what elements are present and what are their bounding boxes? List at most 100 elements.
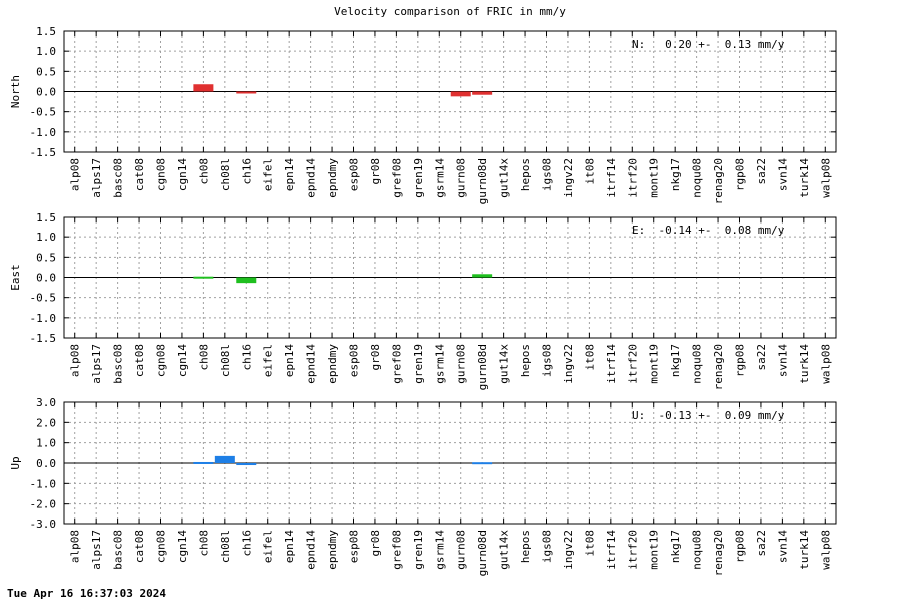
bar-ch08 bbox=[193, 461, 214, 464]
bar-gurn08d bbox=[472, 462, 493, 465]
x-tick-label: esp08 bbox=[348, 344, 361, 377]
x-tick-label: rgp08 bbox=[734, 344, 747, 377]
y-tick-label: -1.0 bbox=[30, 477, 57, 490]
x-tick-label: ingv22 bbox=[562, 158, 575, 198]
x-tick-label: noqu08 bbox=[691, 158, 704, 198]
x-tick-label: renag20 bbox=[712, 344, 725, 390]
x-tick-label: ch08 bbox=[197, 158, 210, 185]
y-tick-label: 0.0 bbox=[36, 86, 56, 99]
x-tick-label: gut14x bbox=[498, 530, 511, 570]
x-tick-label: noqu08 bbox=[691, 344, 704, 384]
bar-ch08 bbox=[193, 276, 214, 279]
x-tick-label: itrf20 bbox=[626, 530, 639, 570]
x-tick-label: alps17 bbox=[90, 530, 103, 570]
x-tick-label: it08 bbox=[583, 158, 596, 185]
x-tick-label: epnd14 bbox=[305, 158, 318, 198]
x-tick-label: gren19 bbox=[412, 530, 425, 570]
x-tick-label: epndmy bbox=[326, 158, 339, 198]
chart-title: Velocity comparison of FRIC in mm/y bbox=[334, 5, 566, 18]
x-tick-label: svn14 bbox=[776, 530, 789, 563]
x-tick-label: cgn14 bbox=[176, 158, 189, 191]
x-tick-label: epn14 bbox=[283, 158, 296, 191]
x-tick-label: igs08 bbox=[541, 158, 554, 191]
x-tick-label: ch08l bbox=[219, 344, 232, 377]
x-tick-label: rgp08 bbox=[734, 530, 747, 563]
x-tick-label: renag20 bbox=[712, 530, 725, 576]
y-tick-label: -0.5 bbox=[30, 106, 57, 119]
x-tick-label: gren19 bbox=[412, 158, 425, 198]
x-tick-label: gurn08 bbox=[455, 530, 468, 570]
x-tick-label: igs08 bbox=[541, 530, 554, 563]
bar-gurn08d bbox=[472, 274, 493, 278]
x-tick-label: mont19 bbox=[648, 530, 661, 570]
x-tick-label: mont19 bbox=[648, 344, 661, 384]
y-tick-label: -3.0 bbox=[30, 518, 57, 531]
x-tick-label: gurn08 bbox=[455, 158, 468, 198]
x-tick-label: nkg17 bbox=[669, 158, 682, 191]
x-tick-label: alp08 bbox=[69, 344, 82, 377]
y-tick-label: 0.5 bbox=[36, 251, 56, 264]
x-tick-label: walp08 bbox=[819, 530, 832, 570]
x-tick-label: gref08 bbox=[390, 530, 403, 570]
bar-ch16 bbox=[236, 463, 257, 466]
footer-timestamp: Tue Apr 16 16:37:03 2024 bbox=[7, 587, 166, 600]
x-tick-label: hepos bbox=[519, 344, 532, 377]
x-tick-label: epndmy bbox=[326, 530, 339, 570]
x-tick-label: cgn08 bbox=[155, 158, 168, 191]
bar-ch16 bbox=[236, 277, 257, 284]
x-tick-label: ch08l bbox=[219, 158, 232, 191]
y-tick-label: 0.0 bbox=[36, 272, 56, 285]
y-tick-label: -2.0 bbox=[30, 498, 57, 511]
x-tick-label: itrf14 bbox=[605, 530, 618, 570]
x-tick-label: esp08 bbox=[348, 158, 361, 191]
x-tick-label: it08 bbox=[583, 344, 596, 371]
summary-label: U: -0.13 +- 0.09 mm/y bbox=[632, 409, 785, 422]
y-tick-label: 0.0 bbox=[36, 457, 56, 470]
x-tick-label: walp08 bbox=[819, 158, 832, 198]
x-tick-label: basc08 bbox=[112, 530, 125, 570]
y-tick-label: 1.0 bbox=[36, 437, 56, 450]
x-tick-label: esp08 bbox=[348, 530, 361, 563]
x-tick-label: svn14 bbox=[776, 344, 789, 377]
x-tick-label: noqu08 bbox=[691, 530, 704, 570]
x-tick-label: alp08 bbox=[69, 530, 82, 563]
x-tick-label: turk14 bbox=[798, 344, 811, 384]
x-tick-label: eifel bbox=[262, 530, 275, 563]
x-tick-label: gut14x bbox=[498, 344, 511, 384]
x-tick-label: igs08 bbox=[541, 344, 554, 377]
y-tick-label: 1.5 bbox=[36, 25, 56, 38]
x-tick-label: sa22 bbox=[755, 344, 768, 371]
bar-gurn08 bbox=[450, 91, 471, 97]
x-tick-label: epnd14 bbox=[305, 530, 318, 570]
x-tick-label: gr08 bbox=[369, 158, 382, 185]
x-tick-label: epn14 bbox=[283, 344, 296, 377]
x-tick-label: eifel bbox=[262, 344, 275, 377]
x-tick-label: epnd14 bbox=[305, 344, 318, 384]
x-tick-label: renag20 bbox=[712, 158, 725, 204]
x-tick-label: epn14 bbox=[283, 530, 296, 563]
x-tick-label: it08 bbox=[583, 530, 596, 557]
x-tick-label: cgn14 bbox=[176, 344, 189, 377]
x-tick-label: gren19 bbox=[412, 344, 425, 384]
x-tick-label: rgp08 bbox=[734, 158, 747, 191]
y-axis-label: North bbox=[9, 75, 22, 108]
x-tick-label: nkg17 bbox=[669, 530, 682, 563]
x-tick-label: gut14x bbox=[498, 158, 511, 198]
x-tick-label: gr08 bbox=[369, 344, 382, 371]
x-tick-label: eifel bbox=[262, 158, 275, 191]
x-tick-label: gurn08d bbox=[476, 530, 489, 576]
y-tick-label: 2.0 bbox=[36, 416, 56, 429]
x-tick-label: turk14 bbox=[798, 530, 811, 570]
bar-gurn08d bbox=[472, 91, 493, 95]
x-tick-label: basc08 bbox=[112, 158, 125, 198]
x-tick-label: ch08 bbox=[197, 530, 210, 557]
x-tick-label: basc08 bbox=[112, 344, 125, 384]
x-tick-label: epndmy bbox=[326, 344, 339, 384]
x-tick-label: ch16 bbox=[240, 344, 253, 371]
x-tick-label: sa22 bbox=[755, 158, 768, 185]
x-tick-label: cgn14 bbox=[176, 530, 189, 563]
x-tick-label: ingv22 bbox=[562, 530, 575, 570]
x-tick-label: itrf14 bbox=[605, 158, 618, 198]
x-tick-label: svn14 bbox=[776, 158, 789, 191]
plot-frame bbox=[63, 401, 837, 525]
